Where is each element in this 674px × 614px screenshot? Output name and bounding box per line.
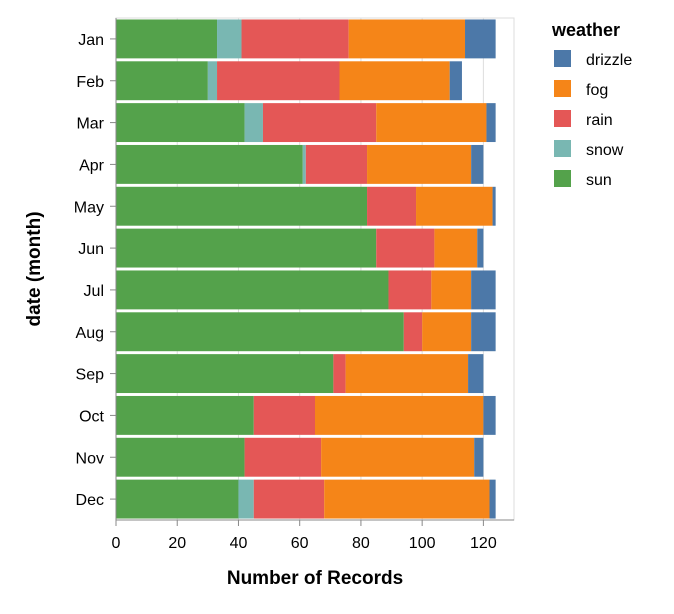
bar-segment-oct-drizzle [483,395,496,435]
gridlines [115,18,484,520]
bar-segment-mar-rain [262,103,377,143]
y-tick-label: May [74,199,104,216]
bar-segment-nov-rain [244,437,322,477]
y-tick-label: Feb [76,74,104,91]
bar-segment-dec-rain [253,479,325,519]
bar-segment-apr-drizzle [471,144,484,184]
bar-segment-jun-drizzle [477,228,484,268]
bar-segment-aug-drizzle [471,312,496,352]
bar-segment-oct-sun [116,395,254,435]
bar-segment-jan-rain [241,19,349,59]
bar-segment-dec-drizzle [489,479,496,519]
bar-segment-sep-rain [333,354,346,394]
bar-segment-apr-rain [305,144,368,184]
y-tick-label: Jun [78,241,104,258]
y-axis: Jan Feb Mar Apr May Jun Jul Aug Sep Oct Nov Dec [74,18,117,520]
bar-segment-jan-sun [116,19,218,59]
bar-segment-jan-fog [348,19,466,59]
bar-segment-dec-fog [324,479,490,519]
x-tick-label: 0 [112,535,121,552]
legend-label-rain: rain [586,112,613,129]
bar-segment-feb-rain [217,61,340,101]
bar-segment-feb-drizzle [449,61,462,101]
y-tick-label: Oct [79,408,104,425]
bar-segment-nov-fog [321,437,475,477]
bar-segment-nov-drizzle [474,437,484,477]
y-tick-label: Jul [84,283,104,300]
legend-swatch-drizzle [554,50,571,67]
legend-title: weather [551,20,620,40]
y-tick-label: Nov [76,450,104,467]
bar-segment-jul-fog [431,270,472,310]
y-tick-label: Aug [76,325,104,342]
bar-segment-apr-fog [367,144,472,184]
bar-segment-may-fog [416,186,493,226]
bar-segment-aug-rain [403,312,423,352]
x-tick-label: 80 [352,535,370,552]
bar-segment-nov-sun [116,437,245,477]
bars-layer [116,19,496,519]
x-axis-title: Number of Records [227,568,403,589]
bar-segment-feb-snow [207,61,218,101]
bar-segment-mar-snow [244,103,263,143]
legend-swatch-fog [554,80,571,97]
legend-label-fog: fog [586,82,608,99]
bar-segment-jun-fog [434,228,478,268]
y-tick-label: Sep [76,367,105,384]
bar-segment-sep-drizzle [468,354,484,394]
bar-segment-apr-snow [302,144,306,184]
bar-segment-dec-snow [238,479,254,519]
bar-segment-feb-sun [116,61,208,101]
bar-segment-jul-drizzle [471,270,496,310]
y-tick-label: Apr [79,157,105,174]
legend-swatch-rain [554,110,571,127]
bar-segment-mar-fog [376,103,487,143]
x-tick-label: 40 [230,535,248,552]
bar-segment-mar-drizzle [486,103,496,143]
bar-segment-jul-rain [388,270,432,310]
legend-label-drizzle: drizzle [586,52,632,69]
bar-segment-may-sun [116,186,368,226]
y-tick-label: Jan [78,32,104,49]
bar-segment-oct-fog [315,395,484,435]
legend-swatch-snow [554,140,571,157]
bar-segment-apr-sun [116,144,303,184]
bar-segment-may-rain [367,186,417,226]
bar-segment-sep-sun [116,354,334,394]
legend-swatch-sun [554,170,571,187]
bar-segment-dec-sun [116,479,239,519]
bar-segment-sep-fog [345,354,469,394]
y-tick-label: Mar [76,116,104,133]
bar-segment-feb-fog [339,61,450,101]
bar-segment-aug-sun [116,312,404,352]
legend-label-sun: sun [586,172,612,189]
x-tick-label: 120 [470,535,497,552]
bar-segment-may-drizzle [492,186,496,226]
bar-segment-oct-rain [253,395,315,435]
bar-segment-jun-rain [376,228,435,268]
bar-segment-jan-drizzle [465,19,496,59]
bar-segment-jun-sun [116,228,377,268]
bar-segment-mar-sun [116,103,245,143]
x-tick-label: 20 [168,535,186,552]
legend-label-snow: snow [586,142,624,159]
y-axis-title: date (month) [24,211,45,326]
bar-segment-aug-fog [422,312,472,352]
x-axis: 0 20 40 60 80 100 120 [112,519,514,552]
bar-segment-jul-sun [116,270,389,310]
y-tick-label: Dec [76,492,104,509]
x-tick-label: 100 [409,535,436,552]
legend: weather drizzle fog rain snow sun [551,20,632,189]
bar-segment-jan-snow [217,19,242,59]
x-tick-label: 60 [291,535,309,552]
